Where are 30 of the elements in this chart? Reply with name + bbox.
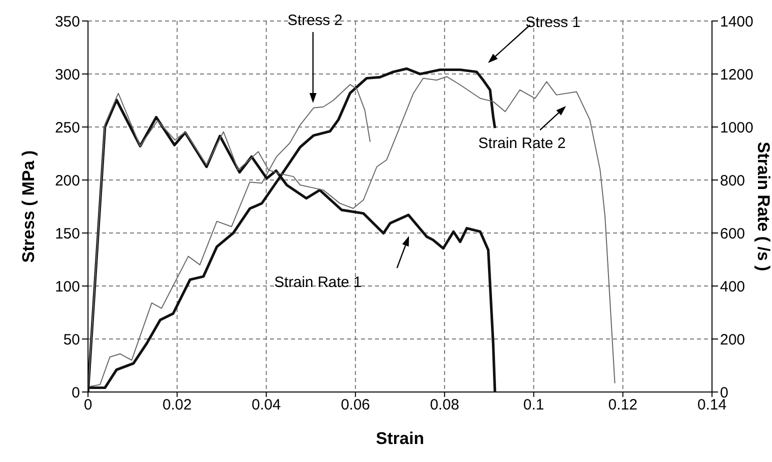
y2-tick-label: 400 (720, 278, 746, 296)
annotation: Stress 1 (525, 14, 581, 31)
y2-tick-label: 600 (720, 225, 746, 242)
y2-tick-label: 1000 (720, 119, 754, 136)
x-tick-label: 0 (84, 396, 92, 414)
y2-tick-label: 200 (720, 331, 746, 348)
y2-axis-title: Strain Rate ( /s ) (754, 142, 772, 272)
y2-tick-label: 800 (720, 172, 746, 190)
y2-tick-label: 1400 (720, 13, 754, 30)
y-tick-label: 250 (54, 119, 80, 136)
y-axis-title: Stress ( MPa ) (19, 150, 38, 263)
x-tick-label: 0.14 (697, 396, 727, 414)
x-tick-label: 0.02 (162, 396, 192, 414)
y-tick-label: 300 (54, 66, 80, 84)
y-tick-label: 100 (54, 278, 80, 296)
annotation: Stress 2 (287, 12, 343, 29)
y2-tick-label: 1200 (720, 66, 754, 84)
x-tick-label: 0.06 (340, 396, 370, 414)
x-tick-label: 0.08 (430, 396, 460, 414)
y-tick-label: 0 (72, 384, 80, 402)
y-tick-label: 350 (54, 13, 80, 30)
x-axis-title: Strain (376, 429, 424, 448)
x-tick-label: 0.1 (523, 396, 544, 414)
y-tick-label: 150 (54, 225, 80, 242)
y-tick-label: 50 (63, 331, 80, 348)
x-tick-label: 0.04 (252, 396, 281, 414)
annotation: Strain Rate 1 (274, 274, 362, 291)
y-tick-label: 200 (54, 172, 80, 190)
x-tick-label: 0.12 (608, 396, 638, 414)
annotation: Strain Rate 2 (478, 135, 566, 152)
